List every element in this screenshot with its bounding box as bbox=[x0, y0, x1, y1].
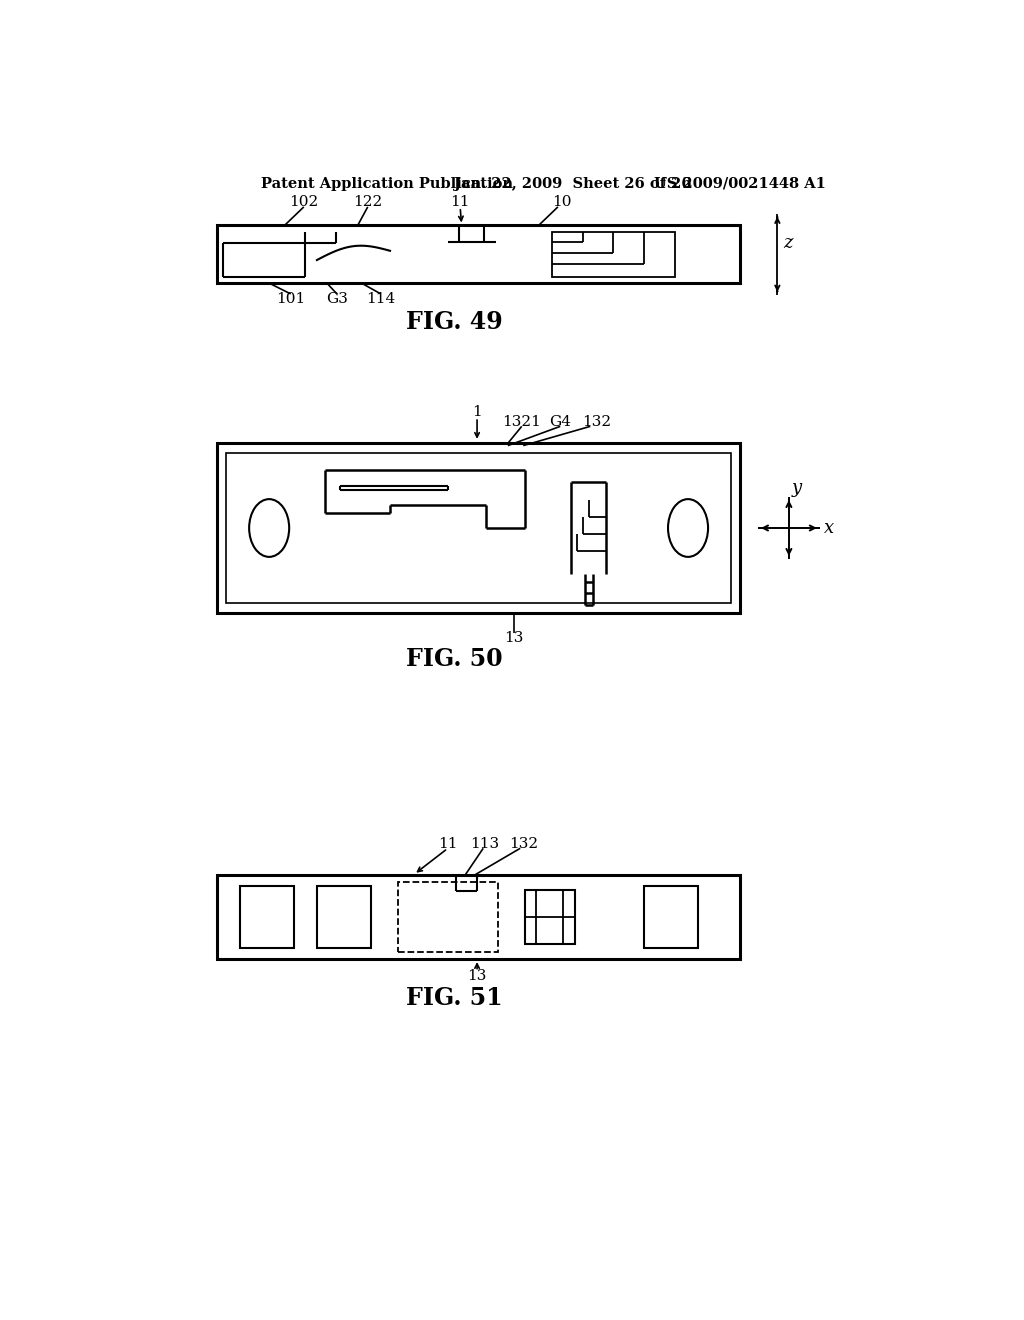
Bar bbox=[552, 231, 675, 277]
Text: 1321: 1321 bbox=[503, 414, 541, 429]
Text: 122: 122 bbox=[353, 195, 382, 210]
Text: 13: 13 bbox=[505, 631, 523, 645]
Text: 13: 13 bbox=[467, 969, 486, 983]
Text: y: y bbox=[792, 479, 802, 496]
Text: US 2009/0021448 A1: US 2009/0021448 A1 bbox=[654, 177, 826, 191]
Text: FIG. 50: FIG. 50 bbox=[406, 647, 503, 671]
Text: FIG. 51: FIG. 51 bbox=[406, 986, 503, 1010]
Text: 132: 132 bbox=[509, 837, 538, 850]
Bar bbox=[217, 875, 740, 960]
Text: G4: G4 bbox=[549, 414, 571, 429]
Text: 114: 114 bbox=[367, 292, 395, 305]
Text: Jan. 22, 2009  Sheet 26 of 26: Jan. 22, 2009 Sheet 26 of 26 bbox=[454, 177, 691, 191]
Text: 11: 11 bbox=[438, 837, 458, 850]
Bar bbox=[524, 890, 574, 944]
Text: 102: 102 bbox=[289, 195, 318, 210]
Ellipse shape bbox=[249, 499, 289, 557]
Bar bbox=[217, 444, 740, 612]
Text: 1: 1 bbox=[472, 405, 482, 420]
Bar bbox=[644, 886, 698, 948]
Bar bbox=[226, 453, 731, 603]
Text: 101: 101 bbox=[276, 292, 305, 305]
Text: 132: 132 bbox=[582, 414, 611, 429]
Bar bbox=[316, 886, 371, 948]
Bar bbox=[240, 886, 294, 948]
Text: 113: 113 bbox=[470, 837, 500, 850]
Text: 11: 11 bbox=[451, 195, 470, 210]
Text: Patent Application Publication: Patent Application Publication bbox=[261, 177, 513, 191]
Text: x: x bbox=[824, 519, 834, 537]
Bar bbox=[397, 882, 498, 952]
Text: FIG. 49: FIG. 49 bbox=[406, 310, 503, 334]
Text: 10: 10 bbox=[552, 195, 571, 210]
Bar bbox=[217, 226, 740, 284]
Text: z: z bbox=[783, 234, 793, 252]
Text: G3: G3 bbox=[326, 292, 348, 305]
Ellipse shape bbox=[668, 499, 708, 557]
